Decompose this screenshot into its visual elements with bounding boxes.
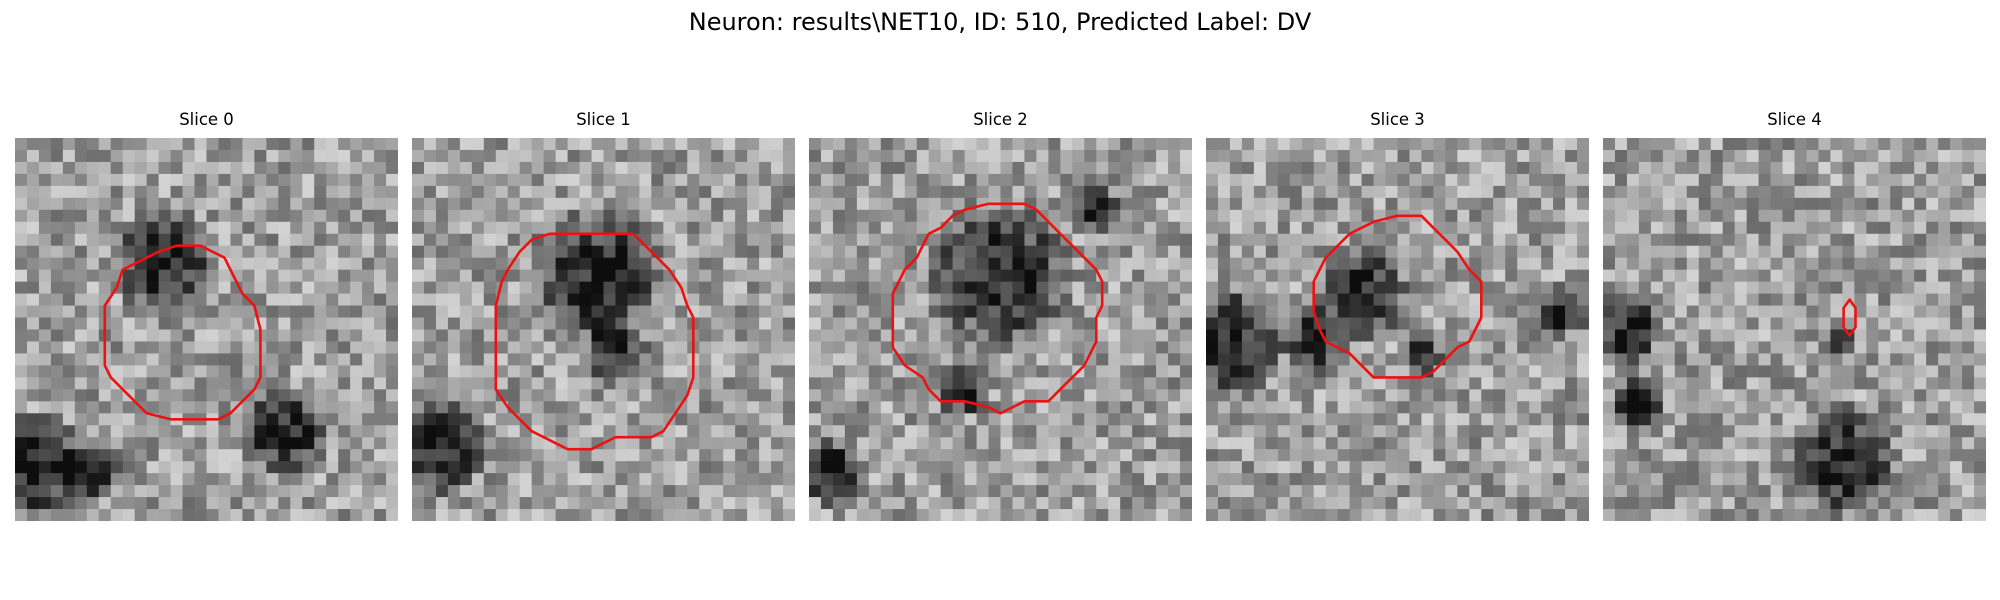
roi-contour [891,202,1104,415]
figure-title: Neuron: results\NET10, ID: 510, Predicte… [688,8,1312,36]
panel-slice-4: Slice 4 [1603,108,1986,521]
panel-slice-1: Slice 1 [412,108,795,521]
panel-slice-3: Slice 3 [1206,108,1589,521]
panel-title: Slice 4 [1767,110,1822,129]
roi-contour [103,244,262,421]
panel-title: Slice 1 [576,110,631,129]
panel-title: Slice 2 [973,110,1028,129]
panel-title: Slice 0 [179,110,234,129]
roi-contour [494,232,695,451]
slice-image [1603,138,1986,521]
panel-title: Slice 3 [1370,110,1425,129]
slice-image [412,138,795,521]
roi-contour [1312,214,1483,379]
slice-image [15,138,398,521]
roi-contour [1842,298,1857,337]
panel-slice-0: Slice 0 [15,108,398,521]
slice-image [1206,138,1589,521]
panel-slice-2: Slice 2 [809,108,1192,521]
slice-image [809,138,1192,521]
